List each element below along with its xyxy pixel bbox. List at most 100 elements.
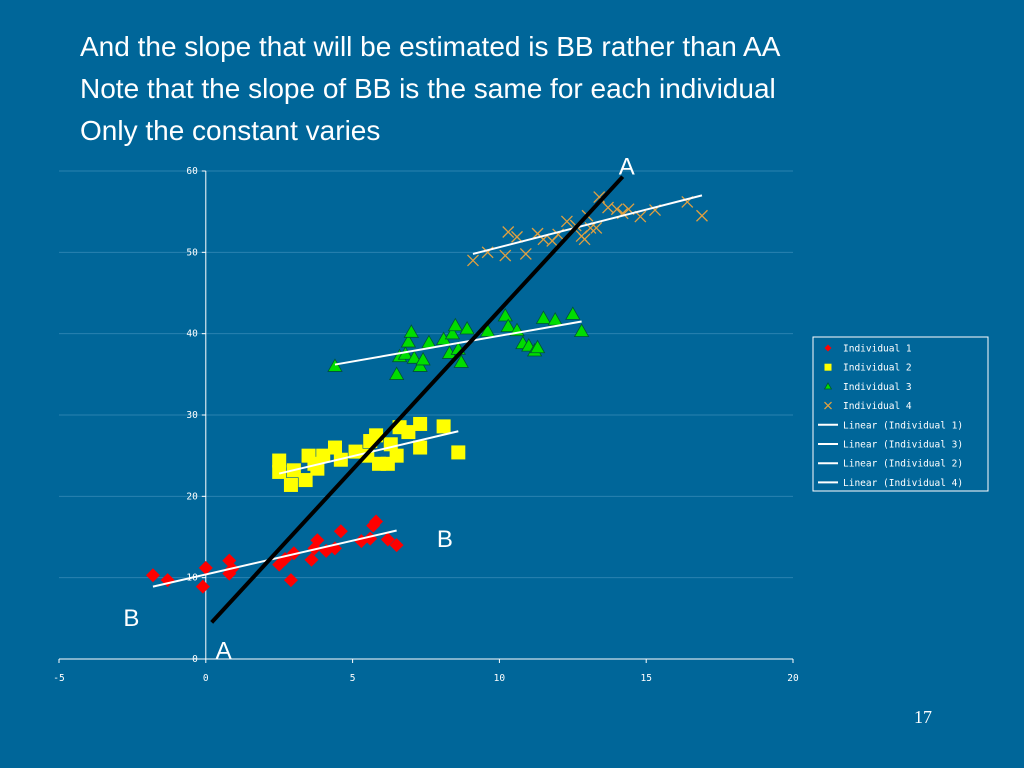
legend-swatch bbox=[824, 401, 832, 410]
title-line-2: Note that the slope of BB is the same fo… bbox=[80, 73, 776, 104]
legend-item-linear-individual-2: Linear (Individual 2) bbox=[818, 459, 963, 470]
individual-2-point bbox=[413, 440, 428, 455]
cross-stroke bbox=[634, 210, 647, 223]
individual-3-point bbox=[500, 318, 516, 332]
legend-label: Individual 1 bbox=[843, 344, 912, 355]
legend-label: Linear (Individual 1) bbox=[843, 420, 963, 431]
individual-3-point bbox=[421, 334, 437, 349]
individual-3-point bbox=[444, 325, 461, 340]
cross-stroke bbox=[610, 203, 623, 216]
individual-2-point bbox=[413, 416, 428, 431]
cross-stroke bbox=[593, 191, 606, 203]
individual-3-point bbox=[529, 339, 546, 354]
legend-item-linear-individual-4: Linear (Individual 4) bbox=[818, 478, 963, 489]
linear-individual-3-line bbox=[334, 320, 582, 366]
legend-item-individual-2: Individual 2 bbox=[824, 363, 912, 374]
individual-2-point bbox=[272, 453, 287, 468]
individual-2-point bbox=[283, 477, 298, 492]
individual-4-point bbox=[499, 249, 512, 262]
individual-3-point bbox=[388, 366, 405, 380]
individual-2-point bbox=[436, 419, 451, 434]
individual-1-point bbox=[304, 552, 319, 567]
cross-stroke bbox=[590, 221, 603, 234]
y-tick-label: 20 bbox=[186, 491, 198, 502]
legend-item-linear-individual-1: Linear (Individual 1) bbox=[818, 420, 963, 431]
individual-1-point bbox=[389, 538, 404, 553]
annotation-a-upper: A bbox=[619, 154, 635, 181]
cross-stroke bbox=[467, 254, 479, 267]
x-tick-label: 0 bbox=[203, 673, 209, 684]
cross-stroke bbox=[511, 230, 523, 243]
individual-4-point bbox=[467, 254, 479, 267]
legend-label: Individual 3 bbox=[843, 382, 912, 393]
individual-1-point bbox=[195, 579, 210, 594]
cross-stroke bbox=[696, 209, 708, 222]
individual-4-point bbox=[502, 226, 515, 238]
cross-stroke bbox=[499, 249, 512, 262]
individual-1-point bbox=[310, 533, 325, 548]
individual-1-point bbox=[369, 514, 384, 529]
individual-3-point bbox=[547, 312, 563, 326]
legend-item-individual-4: Individual 4 bbox=[824, 401, 912, 412]
cross-stroke bbox=[560, 215, 573, 228]
individual-2-point bbox=[389, 448, 404, 463]
legend-item-linear-individual-3: Linear (Individual 3) bbox=[818, 440, 963, 451]
legend-label: Linear (Individual 2) bbox=[843, 459, 963, 470]
legend-swatch bbox=[824, 344, 832, 352]
individual-4-point bbox=[560, 215, 573, 228]
individual-2-point bbox=[316, 448, 331, 463]
individual-1-point bbox=[333, 524, 348, 539]
x-tick-label: 20 bbox=[787, 673, 799, 684]
individual-3-point bbox=[497, 307, 513, 322]
individual-2-point bbox=[272, 464, 287, 479]
individual-1-point bbox=[283, 573, 298, 588]
cross-stroke bbox=[578, 233, 591, 246]
individual-3-point bbox=[535, 310, 552, 324]
individual-3-point bbox=[447, 317, 464, 332]
title-line-3: Only the constant varies bbox=[80, 115, 381, 146]
annotation-a-lower: A bbox=[216, 637, 232, 664]
cross-stroke bbox=[531, 227, 544, 240]
individual-4-point bbox=[511, 230, 523, 243]
y-tick-label: 60 bbox=[186, 166, 198, 177]
individual-3-point bbox=[479, 323, 496, 337]
individual-1-point bbox=[380, 532, 395, 547]
individual-3-point bbox=[327, 358, 343, 372]
individual-3-point bbox=[573, 323, 590, 337]
title-line-1: And the slope that will be estimated is … bbox=[80, 31, 781, 62]
x-tick-label: 10 bbox=[494, 673, 506, 684]
y-tick-label: 50 bbox=[186, 247, 198, 258]
individual-3-point bbox=[565, 306, 581, 320]
page-number: 17 bbox=[914, 707, 932, 727]
x-tick-label: 15 bbox=[640, 673, 651, 684]
legend-swatch bbox=[823, 382, 833, 390]
annotation-b-upper: B bbox=[437, 526, 453, 553]
legend-label: Linear (Individual 4) bbox=[843, 478, 963, 489]
y-tick-label: 30 bbox=[186, 410, 198, 421]
x-tick-label: 5 bbox=[350, 673, 356, 684]
individual-4-point bbox=[610, 203, 623, 216]
individual-4-point bbox=[696, 209, 708, 222]
annotation-b-lower: B bbox=[123, 605, 139, 632]
individual-4-point bbox=[519, 248, 532, 260]
individual-3-point bbox=[400, 333, 417, 348]
individual-3-point bbox=[403, 324, 420, 338]
legend-box bbox=[812, 336, 989, 492]
legend-item-individual-3: Individual 3 bbox=[823, 382, 912, 393]
individual-4-series bbox=[467, 191, 708, 267]
individual-2-point bbox=[401, 425, 416, 440]
cross-stroke bbox=[502, 226, 515, 238]
individual-3-point bbox=[459, 320, 475, 335]
linear-individual-4-line bbox=[472, 194, 703, 255]
individual-2-point bbox=[451, 445, 466, 460]
individual-4-point bbox=[578, 233, 591, 246]
legend-label: Linear (Individual 3) bbox=[843, 440, 963, 451]
legend-label: Individual 2 bbox=[843, 363, 912, 374]
individual-2-series bbox=[272, 416, 466, 492]
individual-3-point bbox=[415, 351, 431, 366]
individual-3-series bbox=[327, 306, 590, 380]
y-tick-label: 40 bbox=[186, 329, 198, 340]
individual-2-point bbox=[298, 473, 313, 488]
slide-title: And the slope that will be estimated is … bbox=[80, 26, 780, 152]
